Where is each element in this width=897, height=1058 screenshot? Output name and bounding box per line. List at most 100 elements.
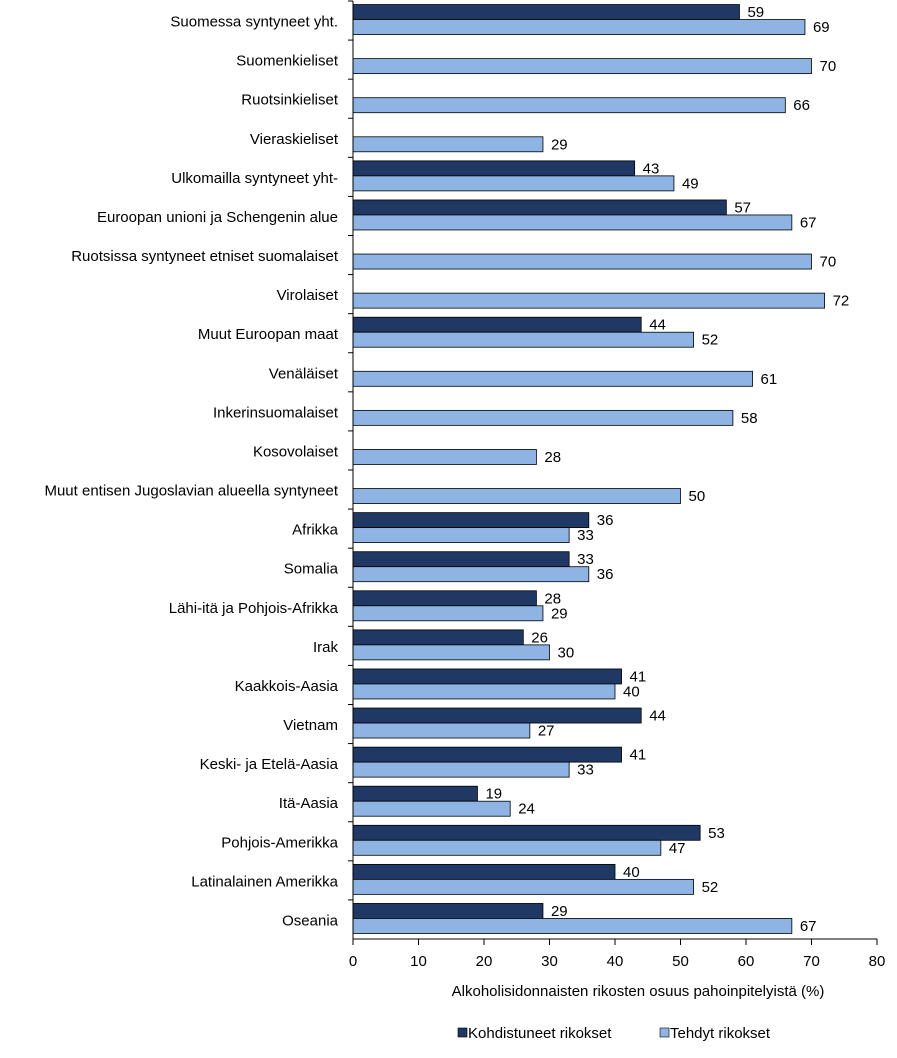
value-label: 58	[741, 410, 758, 427]
bar	[352, 918, 793, 934]
y-tick-label: Suomenkieliset	[236, 53, 339, 70]
bar	[352, 512, 590, 529]
bar	[352, 370, 753, 387]
value-label: 26	[531, 629, 548, 646]
y-tick-label: Vieraskieliset	[250, 131, 339, 148]
value-label: 40	[623, 864, 640, 881]
y-tick-label: Pohjois-Amerikka	[221, 834, 338, 851]
value-label: 29	[551, 903, 568, 920]
x-tick-label: 30	[541, 953, 558, 970]
value-label: 24	[518, 801, 535, 818]
bar	[352, 839, 662, 856]
bar	[352, 590, 537, 607]
legend-label: Tehdyt rikokset	[670, 1025, 771, 1042]
y-tick-label: Somalia	[284, 561, 339, 578]
bar	[352, 527, 570, 544]
y-tick-label: Latinalainen Amerikka	[191, 873, 338, 890]
value-label: 61	[761, 371, 778, 388]
bar	[352, 785, 478, 802]
value-label: 36	[597, 566, 614, 583]
bar	[352, 316, 642, 333]
value-label: 29	[551, 136, 568, 153]
bar	[352, 644, 550, 661]
value-label: 70	[820, 254, 837, 271]
bar	[352, 4, 740, 20]
bar	[352, 488, 681, 504]
bar	[352, 97, 786, 114]
y-tick-label: Suomessa syntyneet yht.	[170, 14, 338, 31]
bar	[352, 566, 590, 583]
y-tick-label: Afrikka	[292, 522, 339, 539]
bar	[352, 551, 570, 568]
bar	[352, 160, 636, 177]
legend-swatch	[457, 1027, 468, 1038]
value-label: 50	[689, 488, 706, 505]
bar	[352, 722, 531, 739]
y-tick-label: Oseania	[282, 912, 339, 929]
value-label: 47	[669, 840, 686, 857]
x-axis-title: Alkoholisidonnaisten rikosten osuus paho…	[452, 983, 825, 1000]
x-tick-label: 60	[738, 953, 755, 970]
value-label: 28	[544, 449, 561, 466]
value-label: 44	[649, 708, 666, 725]
bar	[352, 136, 544, 153]
value-label: 28	[544, 590, 561, 607]
bar	[352, 292, 826, 309]
bar	[352, 863, 616, 880]
y-tick-label: Virolaiset	[277, 287, 339, 304]
value-label: 52	[702, 332, 719, 349]
y-tick-label: Ruotsinkieliset	[241, 92, 339, 109]
value-label: 52	[702, 879, 719, 896]
value-label: 29	[551, 605, 568, 622]
legend-label: Kohdistuneet rikokset	[468, 1025, 612, 1042]
bar	[352, 668, 622, 685]
x-tick-label: 40	[607, 953, 624, 970]
value-label: 40	[623, 683, 640, 700]
bar	[352, 746, 622, 763]
y-tick-label: Muut Euroopan maat	[198, 326, 339, 343]
y-tick-label: Ruotsissa syntyneet etniset suomalaiset	[71, 248, 339, 265]
x-tick-label: 70	[803, 953, 820, 970]
legend-swatch	[659, 1027, 670, 1038]
bar	[352, 331, 695, 348]
value-label: 19	[485, 786, 502, 803]
bar	[352, 449, 537, 465]
value-label: 57	[734, 199, 751, 216]
bar	[352, 19, 806, 35]
bar	[352, 605, 544, 622]
value-label: 30	[558, 644, 575, 661]
bar	[352, 58, 812, 75]
value-label: 43	[643, 160, 660, 177]
value-label: 33	[577, 551, 594, 568]
y-tick-label: Vietnam	[283, 717, 338, 734]
value-label: 53	[708, 825, 725, 842]
bar	[352, 800, 511, 817]
y-tick-label: Inkerinsuomalaiset	[213, 404, 339, 421]
value-label: 33	[577, 527, 594, 544]
bar	[352, 824, 701, 841]
bar	[352, 253, 812, 270]
value-label: 70	[820, 58, 837, 75]
y-tick-label: Itä-Aasia	[279, 795, 339, 812]
bar	[352, 878, 695, 895]
y-tick-label: Lähi-itä ja Pohjois-Afrikka	[169, 600, 339, 617]
bar	[352, 903, 544, 919]
bar	[352, 629, 524, 646]
value-label: 69	[813, 19, 830, 36]
y-tick-label: Kaakkois-Aasia	[235, 678, 339, 695]
value-label: 33	[577, 762, 594, 779]
value-label: 49	[682, 175, 699, 192]
y-tick-label: Muut entisen Jugoslavian alueella syntyn…	[44, 483, 338, 500]
value-label: 41	[630, 668, 647, 685]
value-label: 36	[597, 512, 614, 529]
value-label: 44	[649, 317, 666, 334]
y-tick-label: Keski- ja Etelä-Aasia	[200, 756, 339, 773]
bar	[352, 199, 727, 216]
x-tick-label: 50	[672, 953, 689, 970]
value-label: 59	[747, 4, 764, 21]
value-label: 67	[800, 918, 817, 935]
bar	[352, 707, 642, 724]
value-label: 66	[793, 97, 810, 114]
bar	[352, 214, 793, 231]
